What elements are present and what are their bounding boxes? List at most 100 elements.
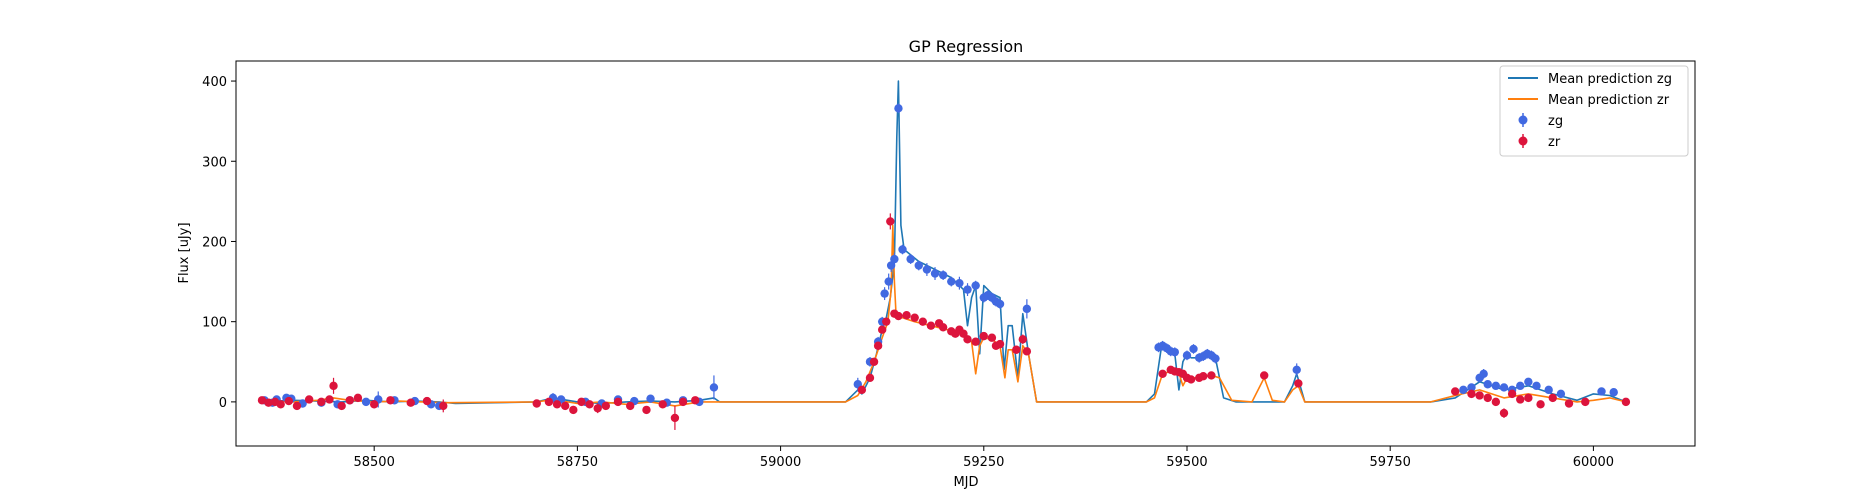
data-point-zr	[971, 337, 980, 346]
x-tick-label: 58750	[557, 455, 598, 470]
data-point-zg	[922, 265, 932, 274]
data-point-zr	[1012, 345, 1021, 354]
data-point-zr	[1483, 393, 1492, 403]
legend: Mean prediction zg Mean prediction zr zg…	[1499, 65, 1689, 157]
x-tick-label: 58500	[353, 455, 394, 470]
data-point-zr	[963, 335, 972, 344]
data-point-zg	[947, 277, 956, 286]
data-point-zg	[890, 254, 899, 264]
x-tick-label: 59000	[760, 455, 801, 470]
legend-label-zg: zg	[1548, 114, 1563, 129]
data-point-zg	[886, 261, 896, 270]
data-point-zr	[257, 396, 267, 405]
data-point-zg	[1524, 377, 1533, 387]
data-point-zg	[880, 289, 889, 298]
data-point-zr	[439, 401, 448, 411]
x-tick-label: 59250	[963, 455, 1004, 470]
data-point-zg	[1022, 304, 1032, 314]
data-point-zr	[593, 404, 602, 413]
data-point-zr	[910, 313, 919, 322]
data-point-zg	[1544, 385, 1553, 395]
data-point-zr	[670, 413, 680, 423]
data-point-zg	[884, 277, 893, 286]
data-point-zr	[1621, 397, 1631, 407]
data-point-zr	[544, 397, 554, 407]
data-point-zr	[1451, 387, 1460, 396]
data-point-zr	[1475, 391, 1484, 400]
legend-label-zr-mean: Mean prediction zr	[1548, 93, 1670, 108]
data-point-zr	[1581, 397, 1590, 407]
x-tick-label: 59500	[1166, 455, 1207, 470]
legend-label-zr: zr	[1548, 135, 1561, 150]
data-point-zr	[938, 323, 948, 332]
data-point-zr	[284, 396, 294, 406]
data-point-zg	[898, 245, 907, 254]
y-axis-label: Flux [uJy]	[177, 222, 192, 283]
data-point-zg	[1532, 381, 1541, 391]
data-point-zg	[361, 397, 371, 407]
data-point-zr	[869, 357, 879, 366]
x-tick-label: 59750	[1370, 455, 1411, 470]
data-point-zg	[1516, 381, 1525, 391]
data-point-zr	[918, 317, 928, 326]
data-point-zr	[345, 396, 354, 405]
data-point-zg	[955, 278, 964, 288]
data-point-zr	[585, 400, 594, 409]
data-point-zr	[882, 317, 891, 326]
data-point-zr	[1186, 375, 1196, 384]
data-point-zr	[873, 341, 883, 350]
y-tick-label: 300	[202, 155, 227, 170]
data-point-zr	[276, 400, 285, 409]
data-point-zr	[865, 373, 875, 383]
data-point-zg	[1609, 388, 1618, 397]
data-point-zg	[1597, 387, 1606, 396]
data-point-zg	[1459, 385, 1468, 395]
legend-box	[1499, 65, 1689, 157]
data-point-zr	[1199, 372, 1208, 381]
y-tick-label: 400	[202, 75, 227, 90]
data-point-zr	[337, 401, 346, 411]
y-tick-label: 200	[202, 235, 227, 250]
data-point-zg	[646, 394, 655, 403]
series-points-zr	[257, 213, 1631, 430]
data-point-zg	[1211, 354, 1220, 363]
data-point-zg	[1170, 347, 1179, 357]
data-point-zr	[552, 400, 562, 409]
data-point-zr	[613, 397, 623, 407]
data-point-zg	[938, 270, 948, 280]
data-point-zr	[1158, 369, 1167, 379]
data-point-zg	[963, 285, 972, 294]
legend-marker-zg	[1518, 115, 1528, 125]
legend-marker-zr	[1518, 136, 1528, 146]
data-point-zg	[971, 281, 980, 290]
data-point-zr	[601, 401, 611, 411]
data-point-zr	[569, 405, 578, 415]
y-axis: 0 100 200 300 400	[202, 75, 236, 411]
data-point-zr	[1548, 393, 1557, 403]
data-point-zr	[902, 311, 911, 320]
data-point-zr	[406, 398, 415, 407]
data-point-zg	[906, 254, 915, 264]
data-point-zg	[1483, 380, 1492, 389]
plot-area	[257, 80, 1631, 430]
data-point-zr	[1260, 371, 1269, 380]
data-point-zr	[422, 396, 432, 406]
x-tick-label: 60000	[1573, 455, 1614, 470]
chart-title: GP Regression	[909, 37, 1024, 56]
data-point-zr	[292, 401, 302, 411]
data-point-zr	[264, 398, 273, 407]
data-point-zr	[1499, 408, 1509, 418]
plot-frame	[235, 60, 1696, 447]
data-point-zr	[560, 401, 570, 411]
data-point-zr	[894, 311, 903, 321]
data-point-zg	[1499, 383, 1509, 392]
data-point-zr	[325, 395, 334, 404]
legend-label-zg-mean: Mean prediction zg	[1548, 72, 1672, 87]
data-point-zr	[1491, 397, 1501, 407]
data-point-zr	[317, 397, 326, 407]
data-point-zr	[1207, 371, 1216, 380]
data-point-zg	[1556, 389, 1566, 399]
data-point-zr	[1516, 395, 1525, 404]
data-point-zr	[691, 396, 700, 405]
